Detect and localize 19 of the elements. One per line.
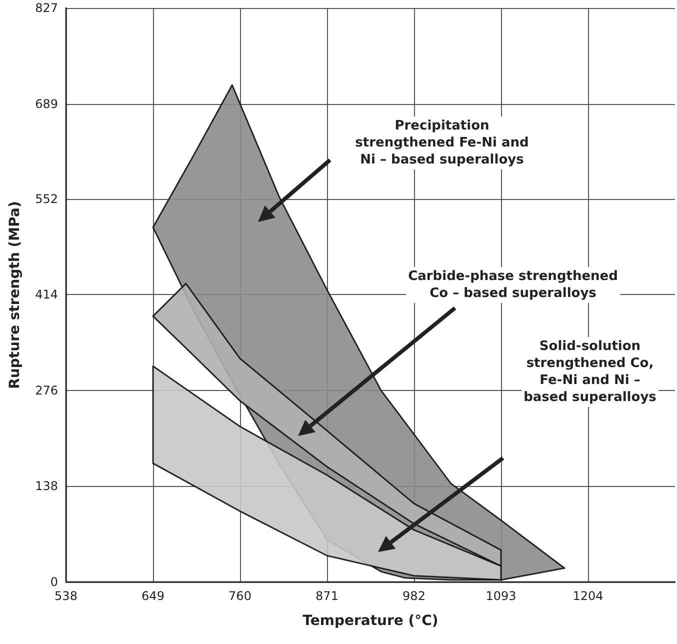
x-tick-label: 1093 [486,589,516,603]
y-tick-label: 552 [35,192,58,206]
x-tick-label: 1204 [572,589,604,603]
y-tick-label: 138 [35,479,58,494]
annotation: Solid-solution strengthened Co, Fe-Ni and Ni – based superalloys [522,337,658,407]
y-tick-label: 689 [35,96,58,111]
y-tick-label: 414 [35,288,58,302]
x-tick-label: 649 [142,589,164,603]
x-tick-label: 871 [316,589,338,603]
y-tick-label: 0 [50,575,58,589]
x-tick-label: 982 [402,589,426,603]
y-axis-title: Rupture strength (MPa) [7,201,23,389]
annotation: Carbide-phase strengthened Co – based superalloys [406,267,620,303]
x-tick-label: 760 [228,589,252,603]
y-tick-label: 827 [35,1,58,15]
x-tick-label: 538 [54,589,78,603]
annotation: Precipitation strengthened Fe-Ni and Ni – based superalloys [353,116,531,170]
y-tick-label: 276 [35,383,58,398]
x-axis-title: Temperature (°C) [302,613,438,629]
